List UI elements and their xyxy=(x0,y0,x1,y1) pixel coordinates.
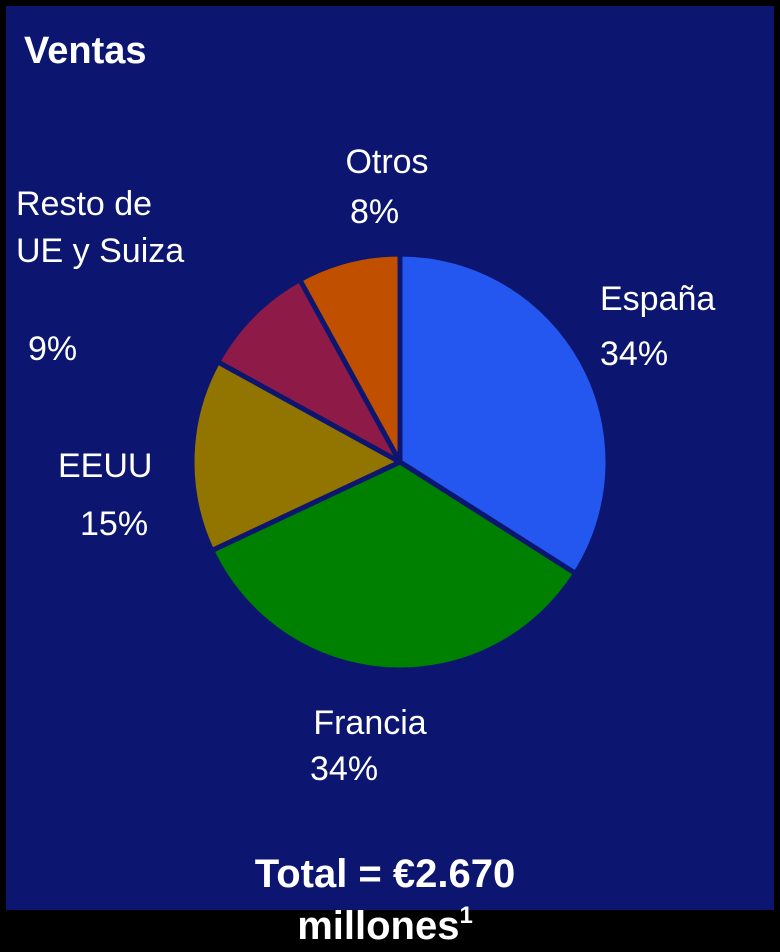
total: Total = €2.670 millones1 xyxy=(205,848,565,952)
value-label: 34% xyxy=(600,335,669,373)
slice-label: España xyxy=(600,280,716,318)
slice-label: EEUU xyxy=(58,447,153,485)
total-text: Total = €2.670 millones xyxy=(254,852,516,948)
chart-title: Ventas xyxy=(24,30,147,72)
value-label: 8% xyxy=(350,193,400,231)
value-label: 34% xyxy=(310,750,379,788)
slice-label: Otros xyxy=(345,143,429,181)
value-label: 9% xyxy=(28,330,78,368)
pie-slice xyxy=(215,277,403,465)
pie-slice xyxy=(297,251,403,465)
pie-slice xyxy=(189,359,403,554)
slice-label: Francia xyxy=(313,704,427,742)
pie-slice xyxy=(209,459,579,673)
footnote-marker: 1 xyxy=(459,902,473,929)
slice-label: Resto de UE y Suiza xyxy=(16,185,185,270)
value-label: 15% xyxy=(80,505,149,543)
